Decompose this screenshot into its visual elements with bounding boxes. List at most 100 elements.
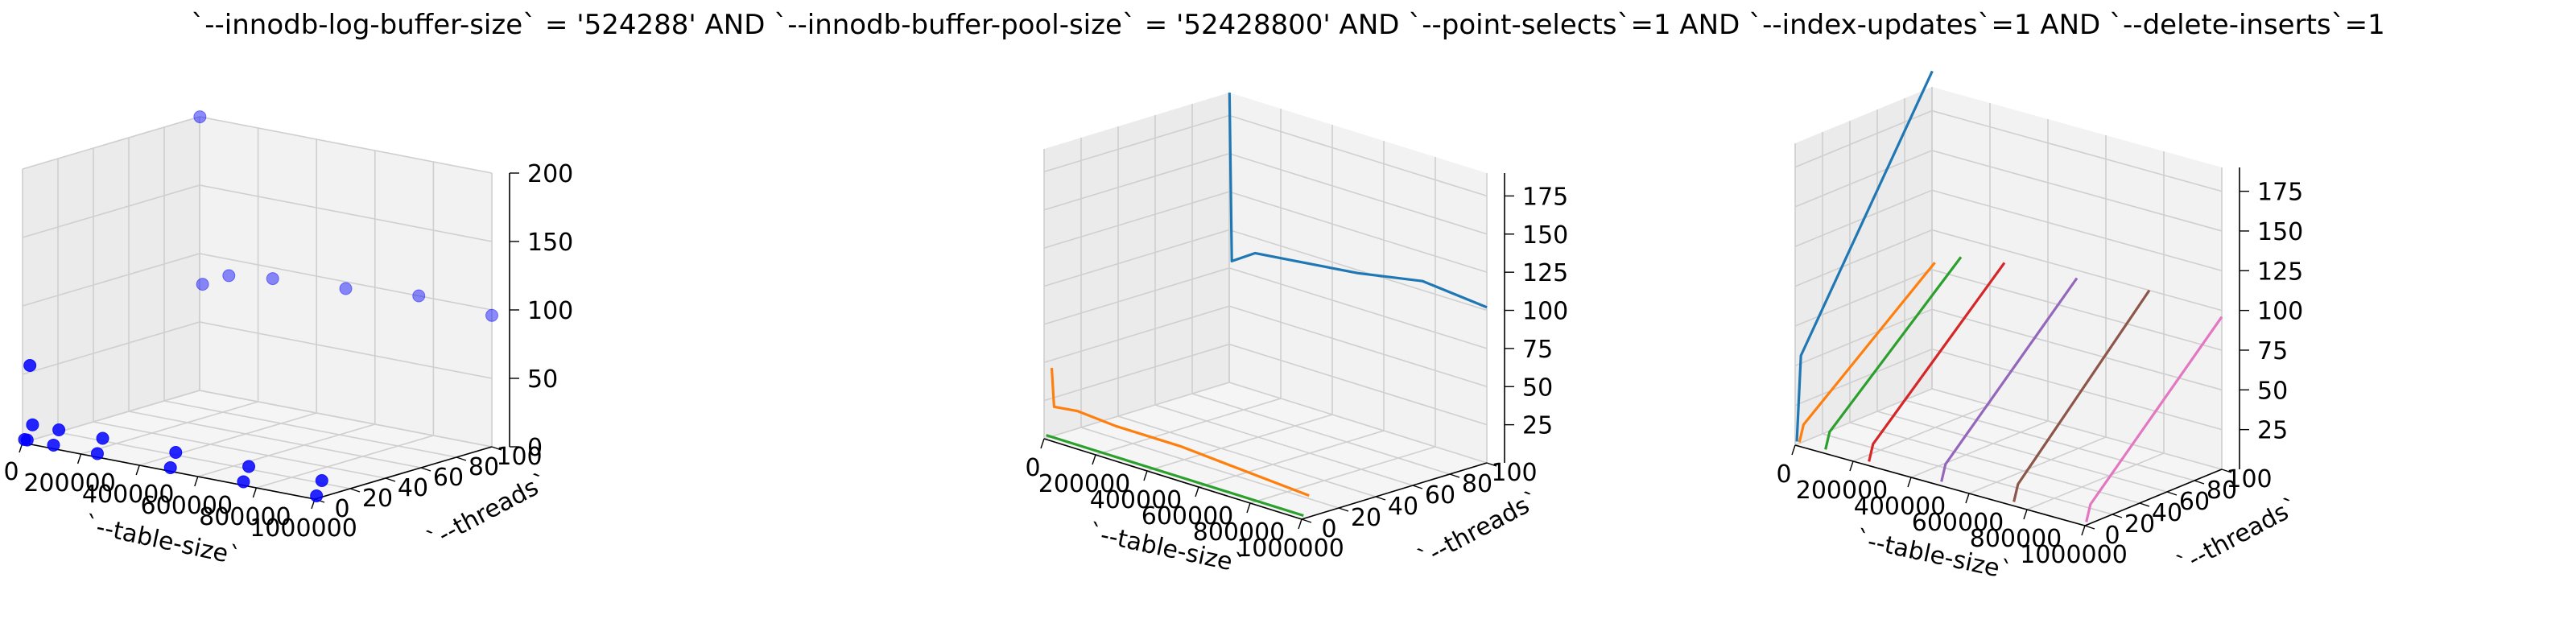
scatter-point bbox=[47, 438, 60, 452]
y-tick-label: 20 bbox=[1351, 504, 1381, 532]
series-line bbox=[1050, 367, 1310, 497]
series-line bbox=[1824, 256, 1963, 450]
x-tick bbox=[2081, 525, 2086, 536]
x-tick-label: 1000000 bbox=[250, 514, 357, 543]
x-tick bbox=[1195, 486, 1199, 497]
y-tick bbox=[420, 467, 431, 472]
scatter-point bbox=[23, 358, 37, 372]
z-tick-label: 150 bbox=[527, 229, 573, 257]
x-tick bbox=[1143, 470, 1148, 481]
z-tick-label: 150 bbox=[2257, 218, 2303, 246]
y-tick-label: 60 bbox=[1425, 481, 1455, 510]
x-tick-label: 0 bbox=[1025, 454, 1040, 482]
scatter-point bbox=[237, 475, 250, 489]
pane-floor bbox=[23, 390, 492, 499]
gridline-z bbox=[1043, 229, 1488, 312]
scatter-point bbox=[412, 289, 426, 303]
figure-title: `--innodb-log-buffer-size` = '524288' AN… bbox=[191, 9, 2384, 41]
y-tick bbox=[2221, 469, 2232, 473]
z-tick-label: 175 bbox=[2257, 179, 2303, 207]
scatter-point bbox=[242, 460, 256, 473]
y-tick-label: 20 bbox=[2124, 510, 2155, 539]
x-tick-label: 0 bbox=[3, 458, 19, 486]
gridline-z bbox=[1043, 305, 1488, 388]
x-tick-label: 600000 bbox=[1912, 509, 2004, 537]
y-tick bbox=[2139, 502, 2150, 507]
y-tick-label: 60 bbox=[433, 464, 464, 492]
scatter-point bbox=[315, 474, 328, 487]
y-axis-line bbox=[1301, 462, 1488, 520]
scatter-point bbox=[339, 282, 353, 295]
y-tick-label: 100 bbox=[2226, 465, 2272, 493]
x-tick bbox=[1849, 460, 1854, 472]
z-tick-label: 100 bbox=[1522, 298, 1568, 326]
x-tick bbox=[2023, 509, 2028, 520]
z-tick-label: 50 bbox=[527, 365, 558, 394]
z-tick-label: 25 bbox=[1522, 412, 1553, 440]
y-tick-label: 80 bbox=[1462, 470, 1492, 498]
z-tick-label: 0 bbox=[527, 434, 543, 462]
x-tick-label: 400000 bbox=[1090, 486, 1183, 514]
x-tick-label: 200000 bbox=[1038, 470, 1131, 498]
z-tick-label: 100 bbox=[527, 297, 573, 325]
y-tick bbox=[1449, 473, 1460, 478]
pane-floor bbox=[1044, 382, 1487, 519]
scatter-point bbox=[222, 269, 236, 283]
series-line bbox=[2085, 316, 2223, 522]
scatter-point bbox=[90, 447, 104, 460]
pane-left bbox=[1795, 87, 1932, 445]
x-tick-label: 200000 bbox=[23, 469, 116, 497]
gridline-y bbox=[1117, 126, 1377, 497]
y-tick-label: 0 bbox=[334, 495, 349, 523]
x-tick-label: 200000 bbox=[1796, 477, 1889, 505]
x-tick-label: 600000 bbox=[1141, 502, 1234, 530]
gridline-z bbox=[1043, 343, 1488, 426]
y-tick-label: 20 bbox=[362, 485, 393, 513]
x-tick-label: 0 bbox=[1776, 460, 1791, 489]
gridline-z bbox=[22, 116, 493, 174]
y-tick-label: 100 bbox=[496, 443, 542, 471]
gridline-y bbox=[1876, 109, 2168, 493]
series-line bbox=[2013, 289, 2151, 502]
scatter-point bbox=[310, 489, 324, 502]
gridline-y bbox=[1228, 93, 1488, 464]
z-tick-label: 150 bbox=[1522, 221, 1568, 250]
x-tick-label: 400000 bbox=[82, 481, 175, 509]
z-tick-label: 100 bbox=[2257, 298, 2303, 326]
x-tick-label: 400000 bbox=[1854, 493, 1946, 521]
pane-floor bbox=[1795, 389, 2222, 526]
y-tick-label: 0 bbox=[2104, 522, 2120, 550]
scatter-point bbox=[485, 308, 498, 322]
y-tick bbox=[1486, 462, 1497, 467]
x-tick-label: 800000 bbox=[1193, 518, 1286, 547]
x-tick-label: 600000 bbox=[141, 492, 233, 520]
x-tick bbox=[76, 453, 82, 464]
y-tick bbox=[1301, 518, 1312, 523]
scatter-point bbox=[96, 431, 109, 445]
gridline-z bbox=[1794, 109, 2223, 192]
x-tick bbox=[194, 476, 199, 487]
gridline-y bbox=[1154, 115, 1414, 486]
gridline-y bbox=[1191, 104, 1451, 475]
z-tick-label: 200 bbox=[527, 160, 573, 188]
gridline-y bbox=[1822, 132, 2113, 515]
z-tick-label: 75 bbox=[2257, 337, 2288, 365]
x-tick-label: 1000000 bbox=[1236, 535, 1344, 563]
y-tick bbox=[491, 446, 502, 451]
x-tick bbox=[135, 464, 140, 476]
x-tick bbox=[1246, 502, 1251, 514]
x-tick-label: 800000 bbox=[1970, 525, 2062, 553]
scatter-point bbox=[20, 433, 34, 447]
y-tick-label: 0 bbox=[1321, 515, 1336, 543]
y-tick-label: 40 bbox=[398, 474, 428, 502]
z-tick-label: 25 bbox=[2257, 417, 2288, 445]
series-line bbox=[1795, 70, 1934, 442]
gridline-z bbox=[1794, 308, 2223, 391]
gridline-z bbox=[1794, 269, 2223, 351]
scatter-point bbox=[163, 460, 177, 474]
y-tick bbox=[2084, 525, 2095, 530]
gridline-z bbox=[1043, 191, 1488, 273]
x-tick bbox=[1298, 518, 1302, 530]
